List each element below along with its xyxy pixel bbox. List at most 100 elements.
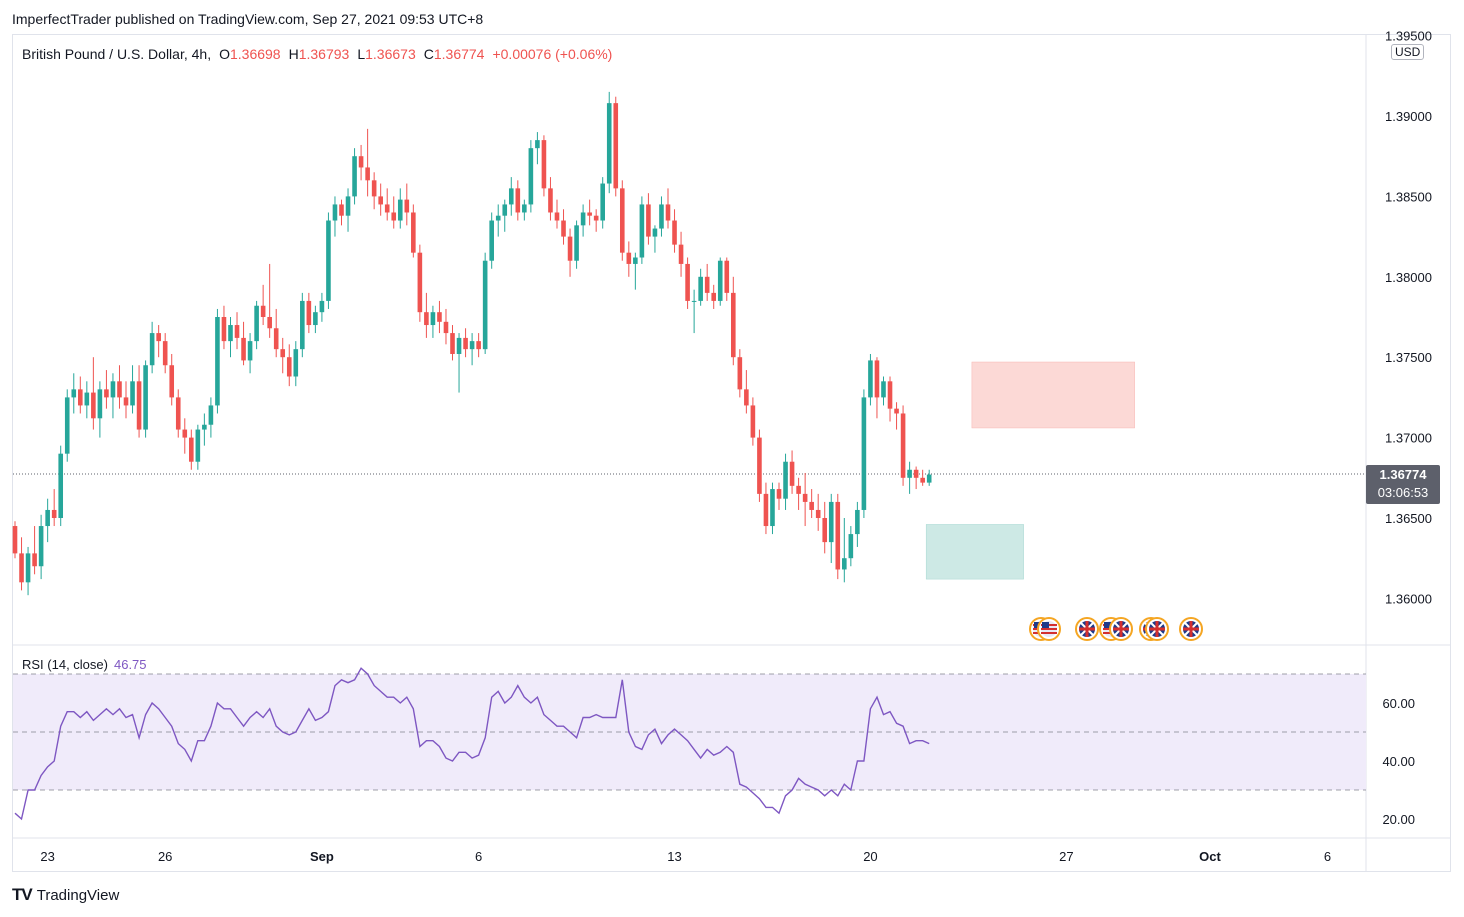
flag-cross xyxy=(1189,621,1193,637)
candle xyxy=(731,276,736,366)
symbol-legend: British Pound / U.S. Dollar, 4h, O1.36698… xyxy=(22,46,612,62)
candle xyxy=(717,257,723,306)
event-flag-gb-icon xyxy=(1179,617,1203,641)
candle-body xyxy=(456,337,462,354)
candle xyxy=(286,344,292,387)
time-tick: 6 xyxy=(1324,849,1331,864)
candle-body xyxy=(887,381,893,409)
candle xyxy=(384,188,390,221)
time-tick: 13 xyxy=(667,849,681,864)
candle-body xyxy=(58,453,64,518)
candle-body xyxy=(12,526,18,554)
candle xyxy=(587,199,592,226)
candle-body xyxy=(809,501,814,510)
candle-body xyxy=(136,381,142,430)
candle xyxy=(861,389,867,518)
zones-layer xyxy=(925,361,1135,580)
candle xyxy=(796,477,801,510)
candle xyxy=(58,445,64,527)
candle-body xyxy=(750,405,756,438)
candle-body xyxy=(443,321,449,334)
candle-body xyxy=(626,252,632,264)
candle-body xyxy=(528,148,534,205)
candle-body xyxy=(300,300,305,350)
candle xyxy=(378,183,383,216)
candle xyxy=(71,373,77,414)
candle-body xyxy=(345,196,351,216)
time-tick: 20 xyxy=(863,849,877,864)
candle-body xyxy=(659,204,664,229)
candle xyxy=(535,132,540,165)
candle xyxy=(887,376,893,422)
candle-body xyxy=(770,489,775,527)
price-axis: 1.39500 1.39000 1.38500 1.38000 1.37500 1.370… xyxy=(1385,29,1432,607)
candle xyxy=(907,461,912,494)
candle-body xyxy=(352,156,357,197)
flag-cross xyxy=(1085,621,1089,637)
candle xyxy=(776,482,782,510)
candle xyxy=(38,514,44,580)
candle-body xyxy=(424,312,429,326)
candle xyxy=(411,204,416,258)
candle-body xyxy=(365,167,370,181)
candle xyxy=(306,292,312,334)
candle-body xyxy=(861,397,867,510)
candle xyxy=(711,284,717,309)
high-label: H xyxy=(288,46,299,62)
candle xyxy=(234,312,240,350)
event-flag-gb-icon xyxy=(1109,617,1133,641)
candle-body xyxy=(881,381,886,398)
candle-body xyxy=(802,493,808,502)
candle xyxy=(319,292,325,322)
candle xyxy=(685,257,690,309)
candle-body xyxy=(286,357,292,377)
candle xyxy=(913,466,919,490)
flag-cross xyxy=(1119,621,1123,637)
candle-body xyxy=(143,365,148,430)
candle xyxy=(868,353,873,406)
candle-body xyxy=(796,485,801,494)
candle-body xyxy=(691,300,697,302)
candle-body xyxy=(776,489,782,499)
candle-body xyxy=(619,188,625,253)
candle xyxy=(365,128,370,197)
event-flags xyxy=(1029,617,1203,641)
candle xyxy=(293,341,299,387)
resistance-zone xyxy=(971,361,1135,429)
candle-body xyxy=(704,276,710,293)
candle xyxy=(430,305,436,338)
low-label: L xyxy=(357,46,366,62)
candle-body xyxy=(241,337,246,361)
flag-stripe xyxy=(1041,628,1057,630)
currency-badge[interactable]: USD xyxy=(1391,44,1425,60)
candle-body xyxy=(228,325,233,342)
rsi-title: RSI (14, close) xyxy=(22,657,108,672)
candle xyxy=(894,402,899,430)
tradingview-logo-icon: TV xyxy=(12,885,33,904)
price-tick: 1.38500 xyxy=(1385,189,1432,204)
flag-stripe xyxy=(1041,632,1057,634)
candle xyxy=(202,413,207,446)
candle-body xyxy=(822,518,828,543)
candle xyxy=(313,305,318,334)
event-flag-us-icon xyxy=(1037,617,1061,641)
candle xyxy=(528,140,534,213)
candle xyxy=(182,418,188,454)
candle xyxy=(326,212,331,309)
candle xyxy=(450,325,455,361)
candle xyxy=(189,429,194,470)
candle-body xyxy=(698,276,703,301)
candle xyxy=(352,148,357,205)
candle xyxy=(19,537,24,591)
candle-body xyxy=(646,204,651,237)
candle xyxy=(162,333,168,374)
candle-body xyxy=(391,212,397,221)
rsi-line xyxy=(14,667,930,821)
candle xyxy=(574,220,579,269)
candle-body xyxy=(587,212,592,216)
candle-body xyxy=(606,103,612,184)
open-label: O xyxy=(219,46,230,62)
candle-body xyxy=(130,381,135,406)
candle-body xyxy=(548,188,553,213)
